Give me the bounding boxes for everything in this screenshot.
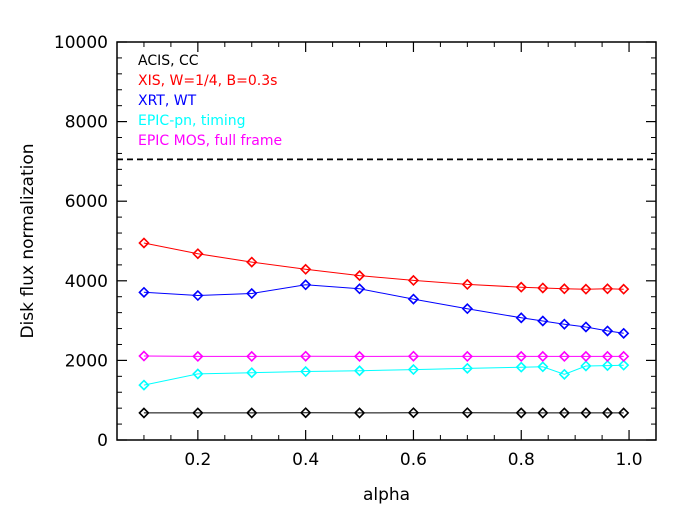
data-point [407, 274, 420, 287]
data-point [461, 278, 473, 291]
data-point [618, 350, 630, 363]
data-point [246, 350, 258, 363]
data-point [601, 359, 614, 372]
data-point [246, 407, 258, 419]
series-line [143, 284, 624, 334]
data-point [407, 407, 420, 419]
data-point [537, 282, 549, 294]
data-point [300, 279, 312, 291]
data-point [558, 283, 571, 295]
legend-entry: XIS, W=1/4, B=0.3s [138, 73, 277, 89]
plot-frame [116, 41, 657, 441]
legend-entry: XRT, WT [138, 93, 197, 109]
x-axis-title: alpha [363, 485, 410, 505]
series-2 [138, 279, 630, 339]
data-point [537, 350, 549, 363]
data-point [618, 407, 630, 419]
y-tick-label: 8000 [65, 113, 108, 133]
data-point [558, 407, 571, 419]
y-tick-label: 6000 [65, 192, 108, 212]
legend-entry: ACIS, CC [138, 53, 199, 69]
data-point [246, 367, 258, 379]
data-point [580, 350, 592, 363]
y-tick-label: 2000 [65, 351, 108, 371]
x-tick-label: 0.2 [184, 450, 211, 470]
legend-entry: EPIC MOS, full frame [138, 133, 282, 149]
data-point [300, 263, 312, 275]
data-point [537, 361, 549, 373]
series-3 [138, 359, 630, 391]
legend: ACIS, CC XIS, W=1/4, B=0.3s XRT, WT EPIC-pn… [138, 53, 282, 149]
data-point [515, 350, 527, 363]
data-point [618, 359, 630, 371]
series-0 [138, 407, 630, 419]
series-4 [138, 350, 630, 363]
data-point [192, 368, 204, 380]
data-point [580, 321, 592, 333]
data-point [537, 407, 549, 419]
y-tick-label: 4000 [65, 272, 108, 292]
data-point [580, 407, 592, 419]
y-axis-title: Disk flux normalization [18, 143, 38, 338]
series-line [143, 364, 624, 386]
data-point [353, 365, 366, 377]
data-point [246, 256, 258, 268]
data-point [601, 325, 614, 337]
data-point [515, 407, 527, 419]
data-point [138, 286, 150, 298]
data-point [515, 361, 527, 373]
data-point [601, 350, 614, 363]
data-point [618, 283, 630, 295]
data-point [558, 350, 571, 363]
data-point [138, 379, 150, 391]
data-point [558, 318, 571, 330]
x-tick-label: 0.8 [508, 450, 535, 470]
series-group [138, 237, 630, 419]
data-point [580, 360, 592, 372]
data-point [192, 248, 204, 260]
data-point [138, 407, 150, 419]
x-tick-label: 0.6 [400, 450, 427, 470]
data-point [461, 362, 473, 374]
data-point [515, 312, 527, 324]
data-point [300, 365, 312, 378]
series-1 [138, 237, 630, 295]
data-point [407, 293, 420, 305]
data-point [192, 289, 204, 302]
data-point [461, 303, 473, 315]
data-point [537, 315, 549, 327]
data-point [138, 350, 150, 362]
y-tick-label: 0 [97, 431, 108, 451]
y-tick-label: 10000 [54, 33, 108, 53]
data-point [353, 283, 366, 295]
x-tick-label: 0.4 [292, 450, 319, 470]
data-point [192, 407, 204, 419]
data-point [580, 283, 592, 295]
data-point [461, 407, 473, 419]
data-point [138, 237, 150, 249]
data-point [246, 287, 258, 300]
data-point [461, 350, 473, 363]
data-point [300, 407, 312, 419]
legend-entry: EPIC-pn, timing [138, 113, 246, 129]
data-point [300, 350, 312, 362]
data-point [515, 281, 527, 293]
data-point [558, 368, 571, 380]
data-point [353, 407, 366, 419]
data-point [601, 283, 614, 295]
axis-ticks: 0 2000 4000 6000 8000 10000 0.2 0.4 0.6 0.8 1.0 [54, 33, 656, 470]
data-point [407, 350, 420, 362]
data-point [407, 363, 420, 376]
data-point [601, 407, 614, 419]
x-tick-label: 1.0 [616, 450, 643, 470]
series-line [143, 242, 624, 290]
data-point [192, 350, 204, 363]
data-point [353, 350, 366, 363]
data-point [618, 327, 630, 339]
data-point [353, 269, 366, 282]
